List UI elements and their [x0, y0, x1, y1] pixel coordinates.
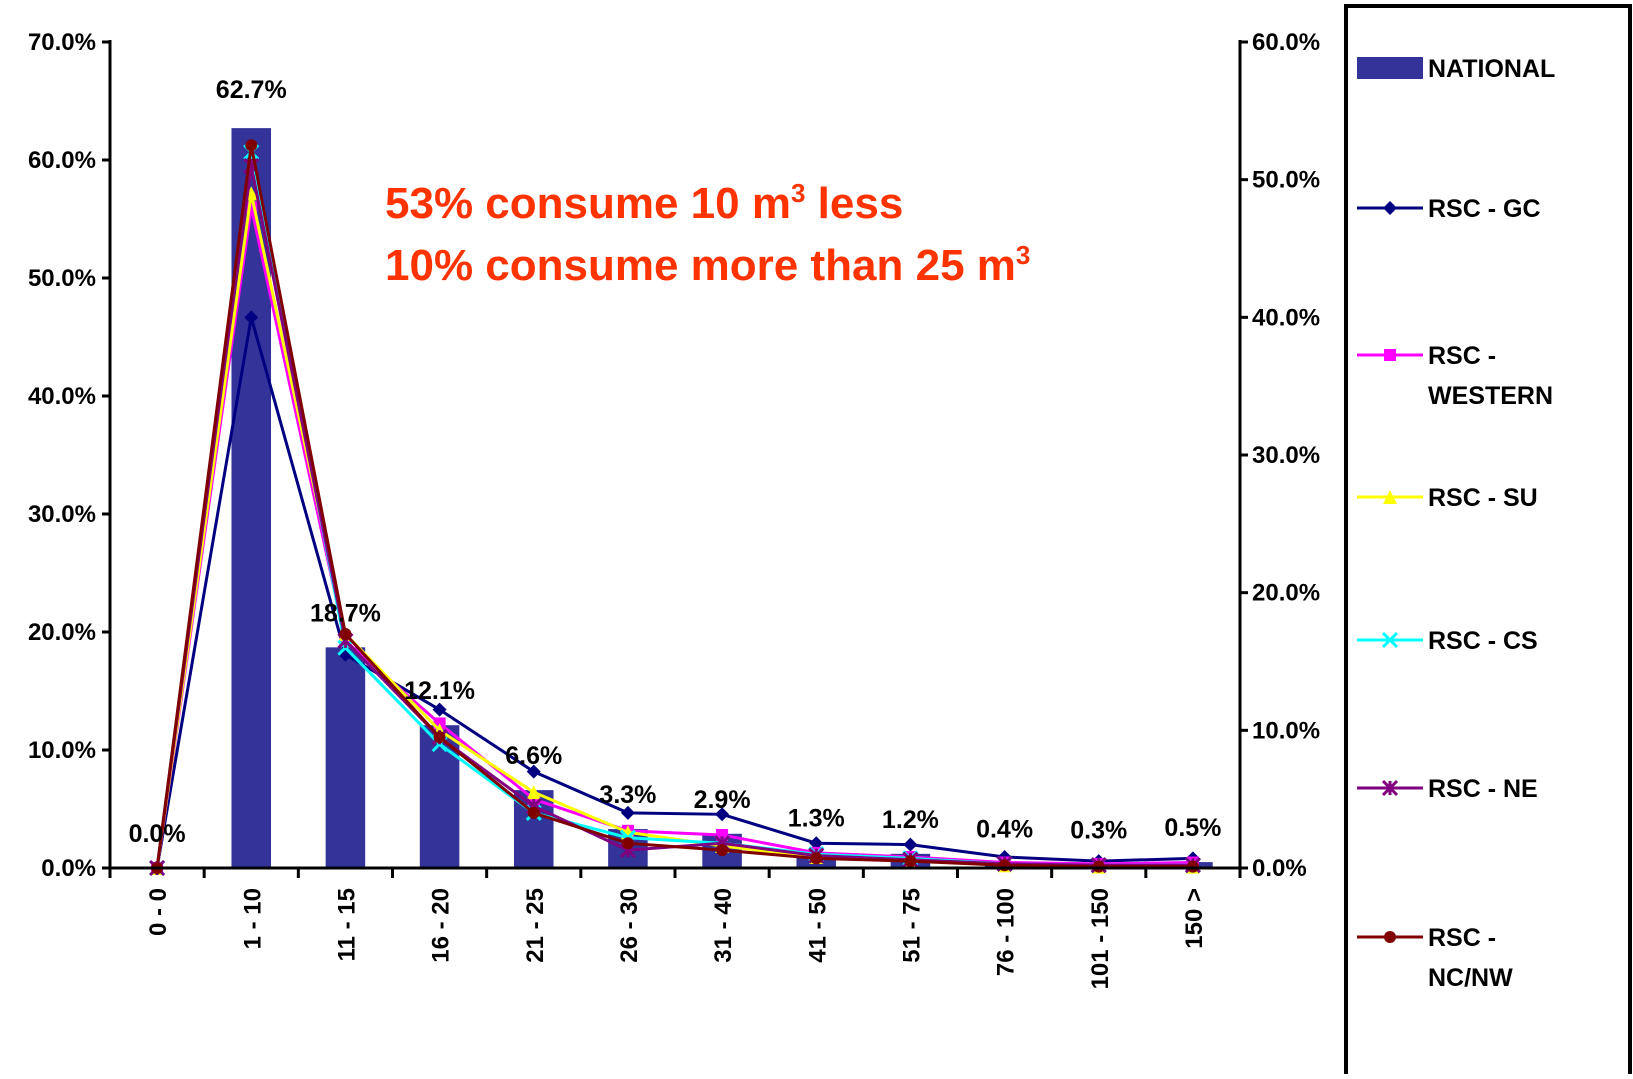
bar-data-label-11: 0.5% — [1164, 814, 1221, 842]
x-category-label-1: 1 - 10 — [239, 888, 266, 949]
series-5-point-7 — [810, 852, 823, 865]
y-right-tick-label-2: 20.0% — [1252, 580, 1320, 607]
x-category-label-11: 150 > — [1181, 888, 1208, 949]
series-5-point-4 — [527, 806, 540, 819]
legend-label-1-1: WESTERN — [1428, 382, 1553, 410]
bar-data-label-1: 62.7% — [216, 76, 287, 104]
series-5-point-5 — [621, 837, 634, 850]
legend-label-5-0: RSC - — [1428, 924, 1496, 952]
bar-data-label-8: 1.2% — [882, 806, 939, 834]
legend-box — [1344, 4, 1632, 1078]
bar-data-label-6: 2.9% — [694, 786, 751, 814]
legend-label-0-0: RSC - GC — [1428, 195, 1541, 223]
x-category-label-9: 76 - 100 — [993, 888, 1020, 976]
series-line-0 — [155, 316, 1193, 869]
axes-layer: 0.0%10.0%20.0%30.0%40.0%50.0%60.0%70.0%0… — [28, 29, 1320, 989]
x-category-label-10: 101 - 150 — [1087, 888, 1114, 989]
bar-data-label-2: 18.7% — [310, 599, 381, 627]
y-right-tick-label-3: 30.0% — [1252, 442, 1320, 469]
series-0-point-7 — [809, 836, 824, 851]
bars-layer — [231, 128, 1213, 868]
series-5-point-8 — [904, 855, 917, 868]
legend-label-national: NATIONAL — [1428, 55, 1555, 83]
bar-2 — [325, 647, 366, 868]
legend-marker-4 — [1381, 779, 1399, 797]
x-category-label-8: 51 - 75 — [898, 888, 925, 963]
y-right-tick-label-6: 60.0% — [1252, 29, 1320, 56]
series-0-point-3 — [432, 702, 447, 717]
legend-label-5-1: NC/NW — [1428, 964, 1513, 992]
bar-data-label-9: 0.4% — [976, 815, 1033, 843]
series-line-2 — [155, 193, 1193, 869]
y-left-tick-label-7: 70.0% — [28, 29, 96, 56]
legend-marker-2 — [1383, 490, 1397, 504]
legend-swatch-national — [1357, 57, 1423, 79]
bar-data-label-5: 3.3% — [599, 781, 656, 809]
y-left-tick-label-4: 40.0% — [28, 383, 96, 410]
annotation-0-sup: 3 — [791, 178, 805, 208]
line-series-5 — [151, 139, 1199, 874]
series-0-point-6 — [715, 807, 730, 822]
x-category-label-3: 16 - 20 — [428, 888, 455, 963]
legend-marker-1 — [1384, 349, 1396, 361]
legend-marker-3 — [1381, 631, 1399, 649]
y-left-tick-label-5: 50.0% — [28, 265, 96, 292]
annotation-0-suffix: less — [805, 179, 903, 228]
bar-data-label-10: 0.3% — [1070, 816, 1127, 844]
bar-data-label-3: 12.1% — [404, 677, 475, 705]
lines-layer — [149, 139, 1201, 877]
legend-label-3-0: RSC - CS — [1428, 627, 1538, 655]
series-0-point-5 — [620, 805, 635, 820]
series-line-5 — [155, 144, 1193, 869]
bar-data-label-7: 1.3% — [788, 805, 845, 833]
series-0-point-8 — [903, 837, 918, 852]
legend-label-4-0: RSC - NE — [1428, 775, 1538, 803]
series-2-point-4 — [526, 785, 541, 800]
series-5-point-2 — [339, 627, 352, 640]
legend-marker-5 — [1384, 931, 1396, 943]
x-category-label-5: 26 - 30 — [616, 888, 643, 963]
y-left-tick-label-1: 10.0% — [28, 737, 96, 764]
bar-data-label-4: 6.6% — [505, 742, 562, 770]
x-category-label-2: 11 - 15 — [333, 888, 360, 961]
y-left-tick-label-6: 60.0% — [28, 147, 96, 174]
series-0-point-4 — [526, 764, 541, 779]
legend-label-1-0: RSC - — [1428, 342, 1496, 370]
series-5-point-6 — [716, 844, 729, 857]
series-5-point-1 — [245, 139, 258, 152]
x-category-label-6: 31 - 40 — [710, 888, 737, 963]
y-left-tick-label-2: 20.0% — [28, 619, 96, 646]
annotation-1-text: 10% consume more than 25 m — [385, 241, 1016, 290]
legend-label-2-0: RSC - SU — [1428, 484, 1538, 512]
annotation-1: 10% consume more than 25 m3 — [385, 240, 1030, 290]
y-right-tick-label-5: 50.0% — [1252, 167, 1320, 194]
series-5-point-3 — [433, 731, 446, 744]
series-1-point-6 — [716, 828, 729, 841]
x-category-label-7: 41 - 50 — [804, 888, 831, 963]
x-category-label-4: 21 - 25 — [522, 888, 549, 963]
data-labels-layer: 0.0% 62.7% 18.7% 12.1% 6.6% 3.3% 2.9% 1.3% 1.2% 0… — [129, 76, 1222, 848]
annotation-1-sup: 3 — [1016, 240, 1030, 270]
legend-marker-3-b — [1381, 631, 1399, 649]
annotation-0-text: 53% consume 10 m — [385, 179, 791, 228]
y-right-tick-label-0: 0.0% — [1252, 855, 1307, 882]
legend: NATIONAL RSC - GC RSC - WESTERN RSC - SU RSC … — [1344, 4, 1632, 1078]
annotation-0: 53% consume 10 m3 less — [385, 178, 903, 228]
line-series-1 — [151, 201, 1199, 874]
x-category-label-0: 0 - 0 — [145, 888, 172, 936]
bar-data-label-0: 0.0% — [129, 820, 186, 848]
y-right-tick-label-4: 40.0% — [1252, 304, 1320, 331]
line-series-0 — [150, 310, 1200, 875]
y-right-tick-label-1: 10.0% — [1252, 717, 1320, 744]
series-0-point-1 — [244, 310, 259, 325]
legend-marker-0 — [1383, 201, 1397, 215]
y-left-tick-label-3: 30.0% — [28, 501, 96, 528]
y-left-tick-label-0: 0.0% — [41, 855, 96, 882]
